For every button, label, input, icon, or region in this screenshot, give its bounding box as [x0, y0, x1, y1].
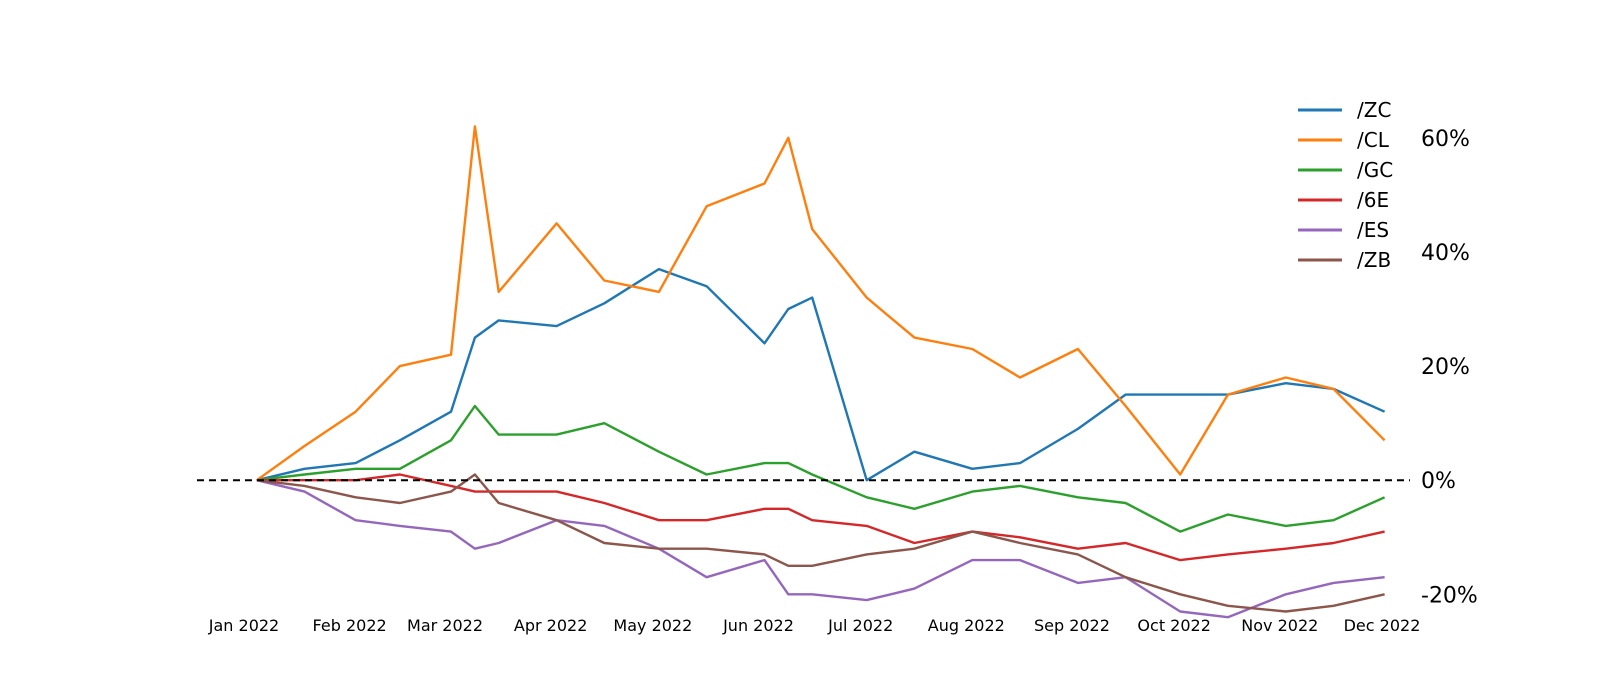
series-line-es [256, 479, 1385, 619]
legend-label: /GC [1357, 158, 1393, 182]
series-line-cl [256, 125, 1386, 482]
x-tick-label: Nov 2022 [1241, 616, 1318, 635]
x-tick-label: Jun 2022 [722, 616, 794, 635]
y-tick-label: 0% [1421, 469, 1456, 494]
series-line-zc [256, 267, 1386, 482]
series-lines [256, 125, 1386, 619]
legend-label: /CL [1357, 128, 1390, 152]
x-axis-ticks: Jan 2022 Feb 2022 Mar 2022 Apr 2022 May 2022… [208, 616, 1421, 635]
y-tick-label: 60% [1421, 127, 1470, 152]
series-line-6e [256, 473, 1385, 562]
x-tick-label: Mar 2022 [407, 616, 483, 635]
legend-label: /6E [1357, 188, 1389, 212]
x-tick-label: Dec 2022 [1344, 616, 1421, 635]
y-tick-label: -20% [1421, 583, 1478, 608]
series-line-gc [256, 404, 1386, 533]
x-tick-label: Jan 2022 [208, 616, 279, 635]
y-axis-ticks: 60% 40% 20% 0% -20% [1421, 127, 1478, 609]
y-tick-label: 20% [1421, 355, 1470, 380]
y-tick-label: 40% [1421, 241, 1470, 266]
x-tick-label: Apr 2022 [514, 616, 587, 635]
legend-label: /ES [1357, 218, 1389, 242]
legend-label: /ZB [1357, 248, 1391, 272]
x-tick-label: Jul 2022 [827, 616, 893, 635]
x-tick-label: Feb 2022 [313, 616, 387, 635]
legend-label: /ZC [1357, 98, 1391, 122]
x-tick-label: Oct 2022 [1137, 616, 1210, 635]
x-tick-label: Sep 2022 [1034, 616, 1110, 635]
legend: /ZC/CL/GC/6E/ES/ZB [1298, 98, 1393, 272]
series-line-zb [256, 473, 1385, 613]
x-tick-label: May 2022 [613, 616, 692, 635]
x-tick-label: Aug 2022 [928, 616, 1005, 635]
